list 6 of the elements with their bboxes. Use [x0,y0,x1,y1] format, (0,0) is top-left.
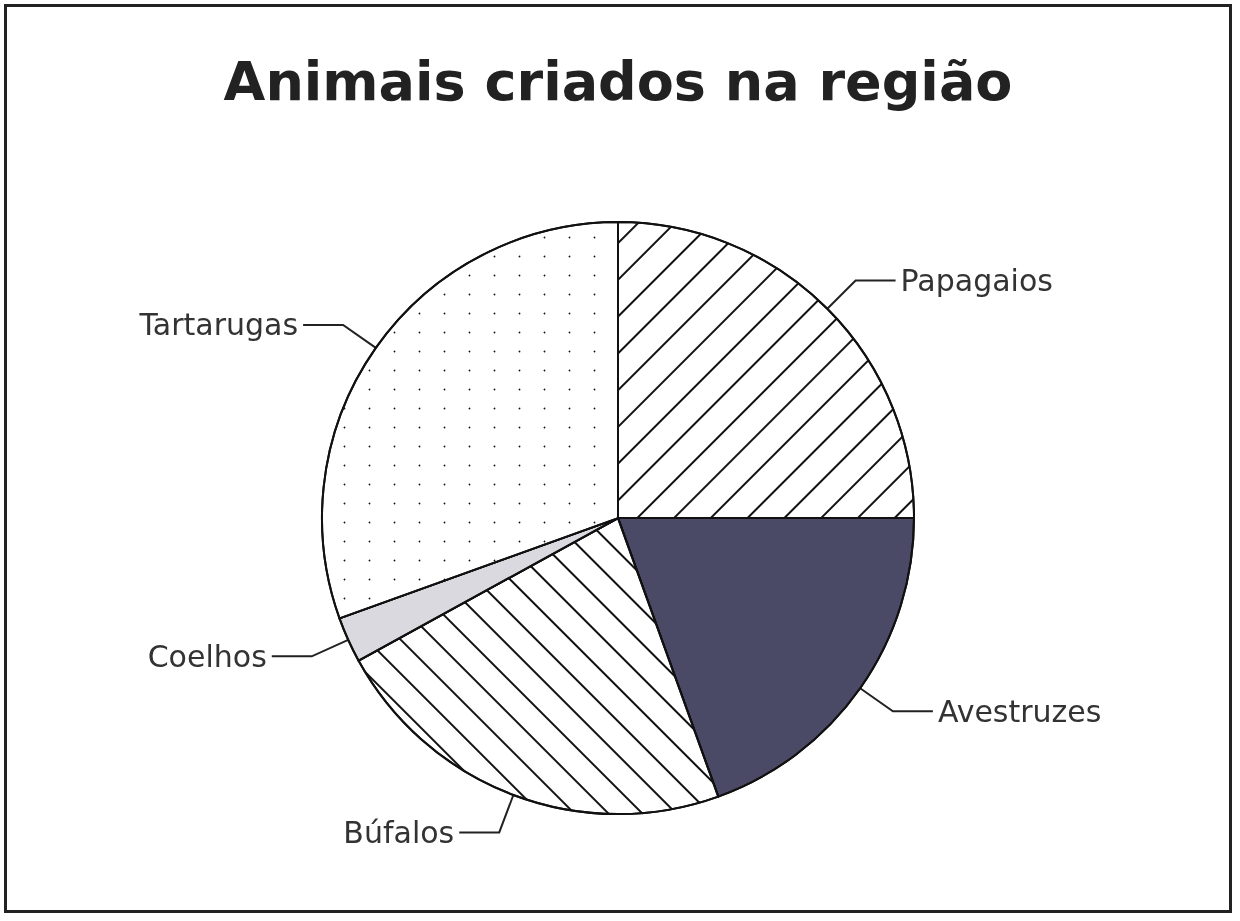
slice-label: Papagaios [900,263,1053,299]
slice-label: Tartarugas [138,307,299,343]
slice-label: Avestruzes [937,693,1102,729]
slice-label: Coelhos [147,638,267,674]
slice-label: Búfalos [343,814,455,850]
chart-title: Animais criados na região [223,49,1013,113]
